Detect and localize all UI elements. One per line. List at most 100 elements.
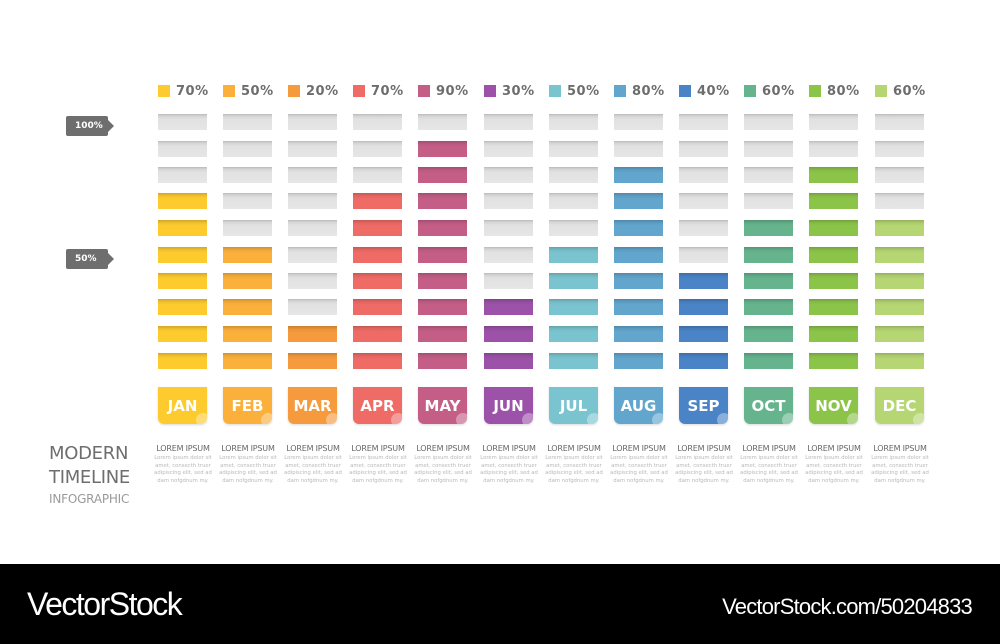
legend-swatch-icon — [288, 85, 300, 97]
month-description: LOREM IPSUM Lorem ipsum dolor sit amet, c… — [215, 444, 281, 485]
legend-percent: 60% — [762, 83, 795, 99]
bar-segment-filled — [809, 167, 858, 183]
month-description: LOREM IPSUM Lorem ipsum dolor sit amet, c… — [541, 444, 607, 485]
bar-segment-empty — [549, 220, 598, 236]
bar-segment-filled — [614, 193, 663, 209]
legend-percent: 60% — [893, 83, 926, 99]
description-body: Lorem ipsum dolor sit amet, consecth tru… — [675, 455, 733, 484]
bar-segment-filled — [158, 273, 207, 289]
bar-segment-empty — [484, 273, 533, 289]
bar-segment-empty — [353, 114, 402, 130]
bar-segment-empty — [809, 114, 858, 130]
description-body: Lorem ipsum dolor sit amet, consecth tru… — [349, 455, 407, 484]
bar-segment-filled — [614, 167, 663, 183]
bar-segment-filled — [614, 353, 663, 369]
month-tab: FEB — [223, 387, 272, 424]
bar-segment-empty — [288, 299, 337, 315]
bar-segment-empty — [288, 114, 337, 130]
month-tab: JUN — [484, 387, 533, 424]
bar-segment-filled — [223, 326, 272, 342]
bar-segment-empty — [875, 193, 924, 209]
description-title: LOREM IPSUM — [807, 444, 861, 453]
bar-segment-filled — [809, 193, 858, 209]
bar-segment-filled — [158, 353, 207, 369]
image-id: VectorStock.com/50204833 — [722, 594, 973, 619]
bar-segment-filled — [614, 299, 663, 315]
bar-segment-filled — [353, 353, 402, 369]
legend-item: 20% — [288, 82, 339, 100]
legend-item: 60% — [875, 82, 926, 100]
bar-segment-filled — [223, 353, 272, 369]
bar-segment-filled — [809, 299, 858, 315]
bar-segment-empty — [549, 193, 598, 209]
bar-segment-empty — [158, 141, 207, 157]
bar-segment-filled — [875, 273, 924, 289]
bar-segment-filled — [875, 299, 924, 315]
bar-segment-empty — [679, 167, 728, 183]
description-title: LOREM IPSUM — [612, 444, 666, 453]
bar-segment-filled — [158, 299, 207, 315]
bar-segment-filled — [288, 326, 337, 342]
legend-percent: 90% — [436, 83, 469, 99]
description-body: Lorem ipsum dolor sit amet, consecth tru… — [414, 455, 472, 484]
legend-item: 50% — [549, 82, 600, 100]
bar-segment-filled — [353, 273, 402, 289]
month-description: LOREM IPSUM Lorem ipsum dolor sit amet, c… — [150, 444, 216, 485]
bar-segment-filled — [809, 326, 858, 342]
legend-swatch-icon — [418, 85, 430, 97]
bar-segment-filled — [809, 220, 858, 236]
bar-segment-empty — [744, 114, 793, 130]
bar-segment-filled — [809, 247, 858, 263]
bar-segment-filled — [418, 326, 467, 342]
bar-segment-filled — [549, 299, 598, 315]
legend-item: 70% — [158, 82, 209, 100]
bar-segment-empty — [614, 114, 663, 130]
description-title: LOREM IPSUM — [677, 444, 731, 453]
bar-segment-empty — [484, 114, 533, 130]
bar-segment-filled — [418, 167, 467, 183]
bar-segment-filled — [418, 299, 467, 315]
legend-percent: 70% — [371, 83, 404, 99]
bar-segment-empty — [223, 141, 272, 157]
legend-swatch-icon — [353, 85, 365, 97]
bar-segment-filled — [418, 273, 467, 289]
legend-percent: 40% — [697, 83, 730, 99]
description-body: Lorem ipsum dolor sit amet, consecth tru… — [284, 455, 342, 484]
bar-segment-filled — [744, 326, 793, 342]
bar-segment-filled — [744, 299, 793, 315]
legend-percent: 30% — [502, 83, 535, 99]
bar-segment-empty — [353, 167, 402, 183]
bar-segment-filled — [353, 193, 402, 209]
bar-segment-empty — [223, 193, 272, 209]
description-body: Lorem ipsum dolor sit amet, consecth tru… — [219, 455, 277, 484]
bar-segment-filled — [549, 326, 598, 342]
brand-logo: VectorStock — [27, 586, 183, 622]
month-description: LOREM IPSUM Lorem ipsum dolor sit amet, c… — [736, 444, 802, 485]
bar-segment-filled — [418, 141, 467, 157]
bar-segment-empty — [549, 167, 598, 183]
bar-segment-empty — [223, 167, 272, 183]
title-line-1: MODERN — [49, 443, 129, 464]
bar-segment-filled — [614, 220, 663, 236]
bar-segment-empty — [288, 167, 337, 183]
legend-percent: 80% — [827, 83, 860, 99]
legend-swatch-icon — [158, 85, 170, 97]
bar-segment-filled — [353, 299, 402, 315]
bar-segment-filled — [875, 326, 924, 342]
month-description: LOREM IPSUM Lorem ipsum dolor sit amet, c… — [410, 444, 476, 485]
legend-swatch-icon — [809, 85, 821, 97]
bar-segment-empty — [223, 220, 272, 236]
bar-segment-empty — [679, 193, 728, 209]
bar-segment-empty — [288, 247, 337, 263]
bar-segment-filled — [353, 220, 402, 236]
axis-marker: 100% — [66, 116, 114, 136]
legend-item: 90% — [418, 82, 469, 100]
legend-item: 30% — [484, 82, 535, 100]
bar-segment-filled — [484, 326, 533, 342]
bar-segment-empty — [809, 141, 858, 157]
bar-segment-filled — [549, 247, 598, 263]
bar-segment-filled — [679, 299, 728, 315]
title-block: MODERN TIMELINE INFOGRAPHIC — [49, 442, 130, 506]
bar-segment-filled — [549, 273, 598, 289]
bar-segment-filled — [679, 326, 728, 342]
